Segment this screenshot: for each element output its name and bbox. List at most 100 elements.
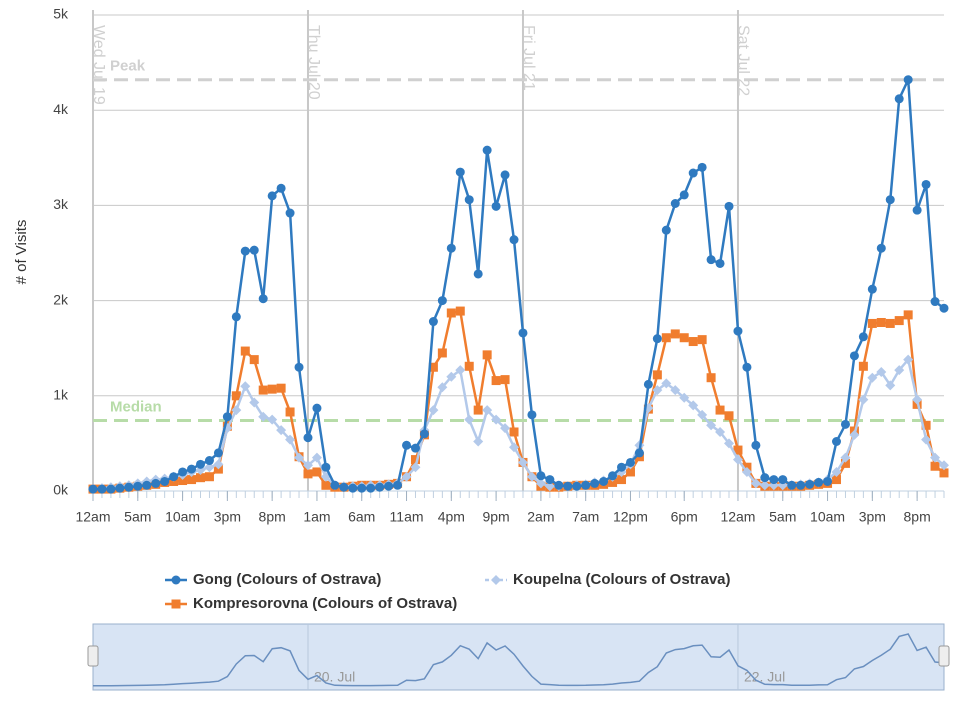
point <box>742 362 752 372</box>
point <box>195 459 205 469</box>
legend-label[interactable]: Gong (Colours of Ostrava) <box>193 571 381 588</box>
point <box>670 198 680 208</box>
navigator-handle[interactable] <box>938 645 950 667</box>
point <box>348 483 358 493</box>
point <box>715 426 726 437</box>
point <box>312 403 322 413</box>
point <box>142 480 152 490</box>
point <box>876 367 887 377</box>
point <box>652 370 662 380</box>
x-tick-label: 10am <box>810 509 845 525</box>
value-plot-label: Median <box>110 399 162 416</box>
point <box>473 405 483 415</box>
point <box>715 258 725 268</box>
point <box>455 167 465 177</box>
point <box>706 420 717 431</box>
point <box>903 75 913 85</box>
x-tick-label: 3pm <box>859 509 886 525</box>
y-tick-label: 2k <box>53 291 69 307</box>
point <box>401 471 412 482</box>
point <box>428 362 438 372</box>
point <box>500 423 511 434</box>
point <box>446 243 456 253</box>
point <box>590 478 600 488</box>
point <box>697 409 708 420</box>
point <box>840 458 850 468</box>
point <box>375 482 385 492</box>
point <box>276 383 286 393</box>
point <box>339 482 349 492</box>
point <box>858 332 868 342</box>
point <box>160 476 170 486</box>
navigator-handle[interactable] <box>87 645 99 667</box>
point <box>903 354 914 365</box>
point <box>921 179 931 189</box>
point <box>491 575 501 585</box>
point <box>171 599 181 609</box>
y-tick-label: 0k <box>53 482 69 498</box>
point <box>187 464 197 474</box>
point <box>204 472 214 482</box>
point <box>796 480 806 490</box>
point <box>759 480 770 491</box>
point <box>930 297 940 307</box>
point <box>554 480 564 490</box>
point <box>509 427 519 437</box>
x-tick-label: 11am <box>390 509 424 525</box>
point <box>285 407 295 417</box>
point <box>930 452 941 463</box>
point <box>876 243 886 253</box>
point <box>563 481 573 491</box>
day-plot-label: Fri Jul 21 <box>520 25 537 91</box>
point <box>204 456 214 466</box>
point <box>249 397 260 408</box>
x-tick-label: 1am <box>303 509 330 525</box>
point <box>903 310 913 320</box>
value-plot-label: Peak <box>110 58 146 75</box>
point <box>652 385 663 396</box>
point <box>258 385 268 395</box>
point <box>849 429 860 440</box>
point <box>670 385 681 396</box>
point <box>88 484 98 494</box>
point <box>858 394 869 405</box>
point <box>625 457 635 467</box>
point <box>724 438 735 449</box>
point <box>410 455 420 465</box>
point <box>814 477 824 487</box>
point <box>303 433 313 443</box>
point <box>867 372 878 383</box>
point <box>384 481 394 491</box>
x-tick-label: 5am <box>124 509 151 525</box>
point <box>741 466 752 477</box>
point <box>670 329 680 339</box>
point <box>473 269 483 279</box>
point <box>921 434 932 445</box>
point <box>231 391 241 401</box>
x-tick-label: 5am <box>769 509 796 525</box>
point <box>840 452 851 463</box>
point <box>679 190 689 200</box>
x-tick-label: 2am <box>527 509 554 525</box>
point <box>106 484 116 494</box>
point <box>715 405 725 415</box>
point <box>760 473 770 483</box>
point <box>939 468 949 478</box>
point <box>894 365 905 376</box>
day-plot-label: Wed Jul 19 <box>90 25 107 105</box>
x-tick-label: 12pm <box>613 509 648 525</box>
point <box>249 355 259 365</box>
x-tick-label: 9pm <box>482 509 509 525</box>
point <box>867 318 877 328</box>
point <box>876 317 886 327</box>
x-tick-label: 8pm <box>259 509 286 525</box>
point <box>509 235 519 245</box>
point <box>688 400 699 411</box>
x-tick-label: 12am <box>75 509 110 525</box>
legend-label[interactable]: Koupelna (Colours of Ostrava) <box>513 571 731 588</box>
point <box>321 462 331 472</box>
point <box>545 475 555 485</box>
point <box>697 335 707 345</box>
point <box>473 436 484 447</box>
legend-label[interactable]: Kompresorovna (Colours of Ostrava) <box>193 595 457 612</box>
